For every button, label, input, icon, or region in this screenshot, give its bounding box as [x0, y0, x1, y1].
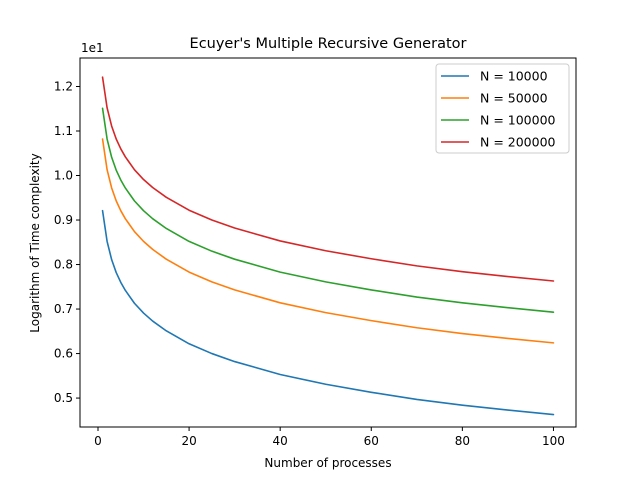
y-axis-ticks: 0.5 0.6 0.7 0.8 0.9 1.0 1.1 1.2 [54, 79, 80, 405]
y-axis-label: Logarithm of Time complexity [28, 153, 42, 332]
x-tick-label: 80 [455, 434, 470, 448]
x-axis-label: Number of processes [264, 456, 391, 470]
y-tick-label: 0.6 [54, 347, 73, 361]
y-tick-label: 1.2 [54, 79, 73, 93]
x-tick-label: 0 [94, 434, 102, 448]
y-tick-label: 0.5 [54, 391, 73, 405]
axes-frame [79, 57, 577, 428]
legend-box [435, 63, 570, 154]
series-line-3 [101, 107, 555, 313]
x-axis-ticks: 0 20 40 60 80 100 [94, 427, 565, 448]
x-tick-label: 100 [542, 434, 565, 448]
y-tick-label: 1.0 [54, 169, 73, 183]
legend-label-4: N = 200000 [480, 135, 556, 150]
series-line-1 [101, 209, 555, 416]
legend-label-3: N = 100000 [480, 113, 556, 128]
y-tick-label: 0.9 [54, 213, 73, 227]
y-tick-label: 1.1 [54, 124, 73, 138]
x-tick-label: 60 [364, 434, 379, 448]
y-axis-offset-text: 1e1 [81, 41, 104, 55]
series-line-4 [101, 76, 555, 282]
x-tick-label: 20 [181, 434, 196, 448]
y-tick-label: 0.7 [54, 302, 73, 316]
series-layer [101, 76, 555, 416]
chart-title: Ecuyer's Multiple Recursive Generator [190, 36, 467, 52]
series-line-2 [101, 138, 555, 344]
legend-label-1: N = 10000 [480, 69, 548, 84]
y-tick-label: 0.8 [54, 258, 73, 272]
legend: N = 10000 N = 50000 N = 100000 N = 200000 [435, 63, 570, 154]
plot-area [79, 57, 577, 428]
x-tick-label: 40 [273, 434, 288, 448]
legend-label-2: N = 50000 [480, 91, 548, 106]
